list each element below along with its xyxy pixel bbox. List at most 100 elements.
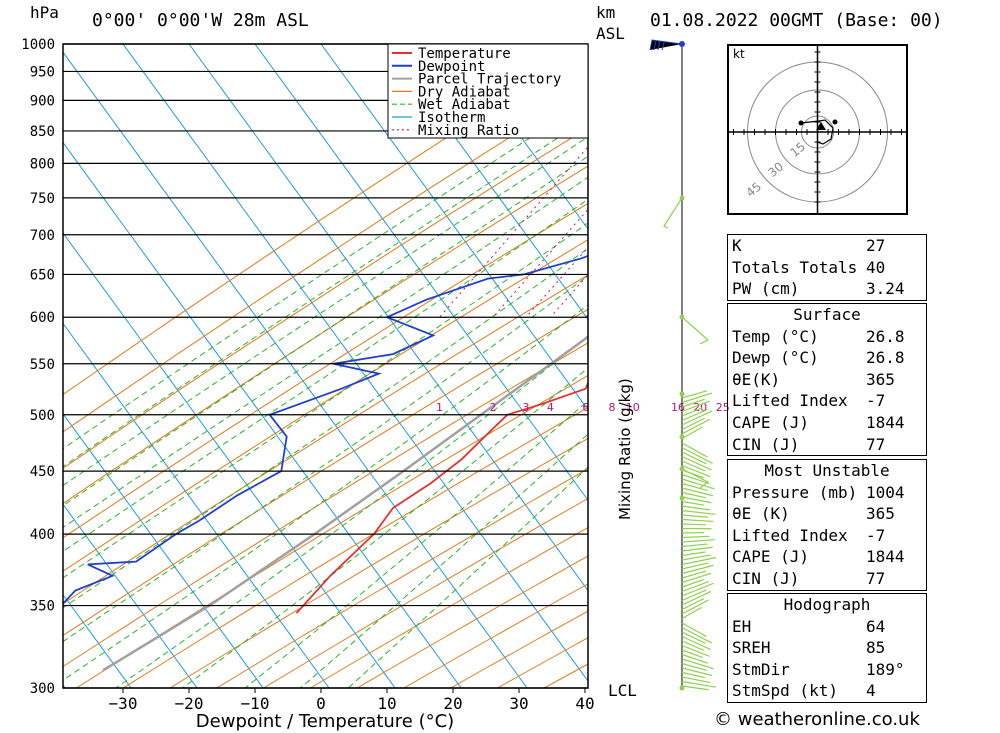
wind-barb [681,446,713,464]
wet-adiabat-line [63,136,588,487]
wind-barb [681,509,716,515]
credit-link[interactable]: © weatheronline.co.uk [714,709,920,730]
legend-label: Isotherm [418,110,485,126]
legend-label: Dry Adiabat [418,84,511,100]
wind-barb [681,564,714,575]
mixing-ratio-label: 4 [547,401,554,414]
pressure-tick-label: 650 [30,267,55,283]
most-unstable-row: CAPE (J) 1844 [732,547,905,567]
hodograph-point [798,120,804,126]
series-parcel-trajectory [102,335,588,672]
most-unstable-row: CIN (J) 77 [732,568,886,588]
dry-adiabat-line [63,165,588,505]
isotherm-line [63,503,198,688]
wind-barb [681,667,713,677]
pressure-tick-label: 900 [30,93,55,109]
wind-barb [681,400,710,413]
isotherm-line [452,44,588,230]
dry-adiabat-line [216,468,588,688]
wind-barb [681,514,708,518]
wind-barb [681,640,705,651]
wind-barb [681,580,709,593]
wet-adiabat-line [63,99,588,450]
legend-label: Dewpoint [418,59,485,75]
asl-label: ASL [596,24,625,43]
dry-adiabat-line [76,374,588,688]
temp-tick-label: −10 [241,694,270,713]
surface-table: Surface Temp (°C) 26.8 Dewp (°C) 26.8 θE(K… [727,303,927,457]
altitude-marker [679,495,685,501]
hodograph-trace [800,119,834,145]
wet-adiabat-line [63,176,588,529]
wind-barb [681,653,709,664]
indices-table: K 27 Totals Totals 40 PW (cm) 3.24 [727,234,927,301]
hodograph-ring-label: 45 [743,179,764,200]
wind-barb [681,418,710,435]
hpa-label: hPa [30,3,59,22]
x-axis-label: Dewpoint / Temperature (°C) [196,711,454,732]
mixing-ratio-label: 3 [523,401,530,414]
most-unstable-row: θE (K) 365 [732,504,895,524]
wind-barb [681,455,712,471]
legend-box [387,43,589,139]
wind-barb [681,676,711,684]
wind-barb [681,562,709,570]
pressure-tick-label: 800 [30,156,55,172]
index-row: K 27 [732,236,886,255]
pressure-tick-label: 550 [30,357,55,373]
wind-barb [681,482,708,492]
hodograph-unit: kt [733,47,745,61]
location-label: 0°00' 0°00'W 28m ASL [92,10,309,31]
wind-barb [681,496,712,504]
temp-tick-label: −30 [109,694,138,713]
wind-barb [681,649,703,659]
wind-barb [681,473,710,485]
wind-barb [681,500,705,506]
mixing-ratio-label: 16 [671,401,685,414]
wind-barb [681,606,702,620]
wind-barb [681,644,710,657]
wet-adiabat-line [115,335,588,688]
isotherm-line [254,44,588,502]
isotherm-line [63,593,132,688]
hodograph-title: Hodograph [783,595,871,614]
wind-barb [681,460,706,472]
wet-adiabat-line [63,222,588,579]
wind-barb [681,578,704,588]
surface-row: Dewp (°C) 26.8 [732,348,905,368]
wind-barb [681,464,711,478]
wind-barb [681,543,708,548]
wind-barb [681,392,713,404]
wind-barb [681,551,706,557]
wind-barb [681,635,711,651]
wind-barb [681,505,710,511]
wind-barb [681,557,716,566]
surface-title: Surface [793,305,861,324]
wind-barb [681,680,717,688]
mixing-ratio-label: 1 [436,401,443,414]
surface-row: Lifted Index -7 [732,391,886,411]
isotherm-line [63,51,528,688]
hodograph-row: StmSpd (kt) 4 [732,681,876,701]
dry-adiabat-line [63,87,588,433]
series-temperature [295,380,588,614]
wind-barb [681,468,710,489]
surface-row: CIN (J) 77 [732,434,886,454]
surface-row: CAPE (J) 1844 [732,412,905,432]
legend-label: Parcel Trajectory [418,72,561,88]
storm-motion-marker [816,122,826,130]
most-unstable-row: Lifted Index -7 [732,525,886,545]
isotherm-line [63,141,462,688]
most-unstable-title: Most Unstable [764,461,890,480]
km-label: km [596,3,616,22]
wind-barb [681,685,709,691]
wind-barb [681,487,714,497]
wind-barb [681,554,711,561]
wind-barb [681,589,707,602]
mixing-ratio-label: 10 [626,401,640,414]
wind-barb [681,523,707,526]
lcl-label: LCL [608,681,637,700]
wind-barb [663,197,683,229]
series-dewpoint [63,254,588,605]
